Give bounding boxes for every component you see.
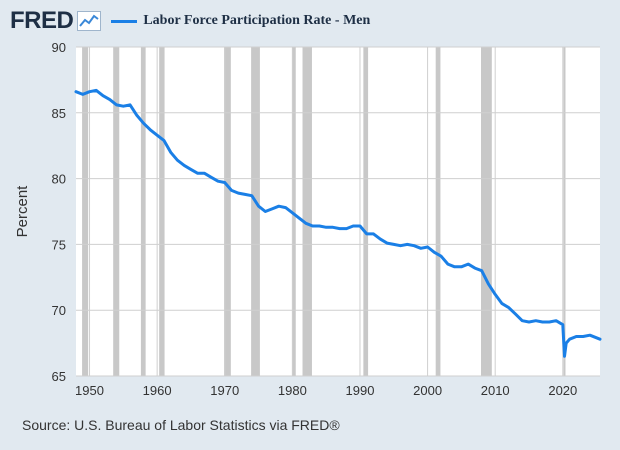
recession-band: [481, 47, 492, 376]
plot-area: [76, 47, 600, 376]
y-tick-label: 85: [52, 106, 66, 121]
series-line: [74, 88, 602, 358]
x-tick-label: 1950: [75, 383, 104, 398]
recession-band: [82, 47, 89, 376]
y-tick-label: 80: [52, 172, 66, 187]
x-tick-label: 1990: [346, 383, 375, 398]
recession-band: [302, 47, 312, 376]
chart-legend: Labor Force Participation Rate - Men: [111, 13, 370, 29]
y-tick-label: 65: [52, 369, 66, 384]
x-tick-label: 1960: [143, 383, 172, 398]
x-tick-label: 2020: [548, 383, 577, 398]
legend-swatch: [111, 19, 138, 23]
line-chart-icon: [77, 11, 102, 31]
x-axis-ticks: 1950 1960 1970 1980 1990 2000 2010 2020: [75, 383, 577, 398]
x-tick-label: 2010: [481, 383, 510, 398]
y-tick-label: 70: [52, 303, 66, 318]
grid-lines: [76, 46, 600, 377]
legend-label: Labor Force Participation Rate - Men: [143, 13, 371, 28]
y-axis-title: Percent: [14, 185, 31, 238]
fred-logo[interactable]: FRED: [10, 7, 74, 34]
recession-band: [113, 47, 120, 376]
recession-band: [292, 47, 296, 376]
source-note: Source: U.S. Bureau of Labor Statistics …: [22, 417, 340, 433]
header: FRED Labor Force Participation Rate - Me…: [10, 6, 370, 36]
recession-band: [251, 47, 260, 376]
recession-band: [140, 47, 146, 376]
recession-bands: [82, 47, 566, 376]
x-tick-label: 1980: [278, 383, 307, 398]
recession-band: [159, 47, 165, 376]
recession-band: [563, 47, 566, 376]
y-tick-label: 90: [52, 40, 66, 55]
y-tick-label: 75: [52, 237, 66, 252]
recession-band: [224, 47, 231, 376]
x-tick-label: 2000: [413, 383, 442, 398]
series-layer: [74, 88, 602, 358]
y-axis-ticks: 65 70 75 80 85 90: [52, 40, 66, 384]
recession-band: [363, 47, 369, 376]
x-tick-label: 1970: [210, 383, 239, 398]
recession-band: [435, 47, 441, 376]
